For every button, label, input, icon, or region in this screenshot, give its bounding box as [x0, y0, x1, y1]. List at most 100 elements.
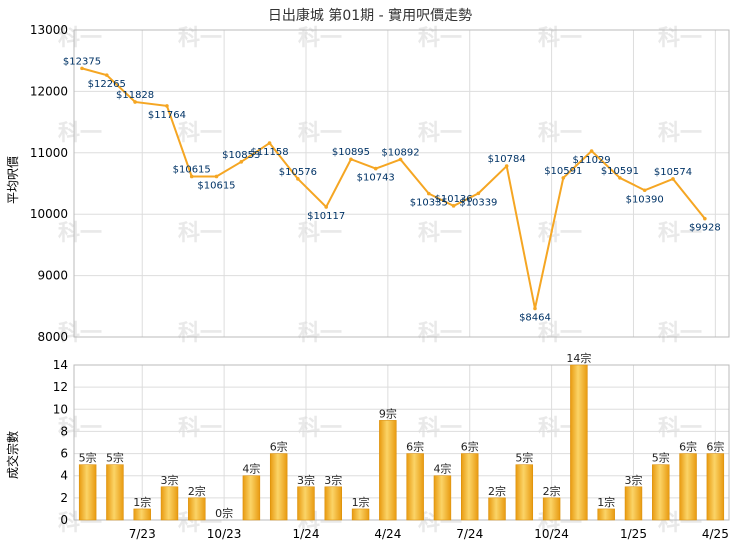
- bar: [133, 508, 151, 521]
- bar: [461, 453, 479, 521]
- bar: [324, 486, 342, 521]
- bar-value-label: 3宗: [324, 473, 342, 487]
- axes: 7/23 10/23 1/24 4/24 7/24 10/24 1/25 4/25 8000 90…: [30, 23, 730, 541]
- price-point-label: $10853: [222, 150, 260, 161]
- line-y-tick-label: 13000: [30, 23, 68, 37]
- x-tick-label: 1/25: [620, 527, 647, 541]
- watermark-text: 科一: [658, 221, 702, 246]
- watermark-text: 科一: [178, 221, 222, 246]
- price-point: [296, 177, 300, 181]
- line-y-tick-label: 8000: [37, 330, 68, 344]
- price-point: [267, 141, 272, 145]
- bar-y-tick-label: 14: [53, 358, 68, 372]
- price-point: [589, 149, 594, 153]
- x-tick-label: 7/24: [456, 527, 483, 541]
- bar-y-tick-label: 12: [53, 380, 68, 394]
- price-point-label: $10784: [488, 154, 526, 165]
- price-point-label: $10591: [544, 166, 582, 177]
- bar-value-label: 6宗: [270, 440, 288, 454]
- line-y-axis-label: 平均呎價: [6, 156, 20, 204]
- watermark-text: 科一: [538, 221, 582, 246]
- price-point: [504, 164, 509, 168]
- price-point: [349, 157, 353, 162]
- price-point-label: $10390: [626, 194, 664, 205]
- bar-plot-frame: [73, 364, 730, 521]
- chart-title: 日出康城 第01期 - 實用呎價走勢: [268, 7, 472, 24]
- price-point: [618, 176, 622, 180]
- price-point-label: $10892: [381, 147, 419, 158]
- price-point: [373, 166, 378, 171]
- bar-series: [78, 364, 725, 521]
- price-point-label: $12265: [88, 79, 126, 90]
- watermark-text: 科一: [298, 221, 342, 246]
- watermark-text: 科一: [418, 221, 462, 246]
- price-point: [703, 216, 707, 221]
- price-point: [533, 306, 537, 311]
- x-tick-label: 7/23: [129, 527, 156, 541]
- bar-value-label: 2宗: [543, 484, 561, 498]
- price-point: [427, 191, 431, 196]
- bar: [706, 453, 725, 521]
- bar-value-label: 5宗: [515, 451, 533, 465]
- price-point-label: $10136: [434, 194, 472, 205]
- line-y-tick-label: 10000: [30, 207, 68, 221]
- bar-value-label: 6宗: [406, 440, 424, 454]
- line-y-tick-label: 11000: [30, 146, 68, 160]
- watermark-text: 科一: [298, 416, 342, 441]
- bar: [242, 475, 261, 521]
- bar-value-label: 2宗: [188, 484, 206, 498]
- bar-value-label: 3宗: [624, 473, 642, 487]
- grid-lines: [74, 29, 729, 521]
- bar-y-tick-label: 8: [60, 424, 68, 438]
- bar-value-label: 2宗: [488, 484, 506, 498]
- watermark-text: 科一: [418, 321, 462, 346]
- x-tick-label: 4/25: [702, 527, 729, 541]
- price-point-label: $12375: [63, 56, 101, 67]
- bar: [624, 486, 643, 521]
- price-line: [81, 67, 706, 309]
- x-tick-label: 1/24: [293, 527, 320, 541]
- bar: [188, 497, 206, 521]
- bar-value-label: 5宗: [652, 451, 670, 465]
- x-tick-label: 10/24: [534, 527, 569, 541]
- price-point: [239, 160, 244, 164]
- price-point-label: $11828: [116, 90, 154, 101]
- watermark-text: 科一: [658, 121, 702, 146]
- watermark-text: 科一: [418, 121, 462, 146]
- bar: [515, 464, 534, 521]
- bar-y-tick-label: 10: [53, 402, 68, 416]
- line-plot-frame: [73, 29, 730, 338]
- watermark-text: 科一: [178, 416, 222, 441]
- bar: [351, 508, 370, 521]
- bar-value-label: 3宗: [297, 473, 315, 487]
- x-tick-label: 10/23: [207, 527, 242, 541]
- bar: [488, 497, 506, 521]
- watermark-text: 科一: [58, 321, 102, 346]
- price-point-label: $10615: [197, 180, 235, 191]
- price-point-label: $10576: [279, 167, 317, 178]
- bar-y-tick-label: 6: [60, 447, 68, 461]
- price-point-label: $10574: [654, 167, 692, 178]
- bar-value-label: 4宗: [433, 462, 451, 476]
- price-point: [189, 174, 194, 179]
- line-series: [80, 66, 707, 311]
- bar: [106, 464, 124, 521]
- bar-value-label: 6宗: [679, 440, 697, 454]
- price-point: [133, 100, 137, 104]
- price-point-label: $10117: [307, 211, 345, 222]
- price-point: [165, 104, 169, 108]
- line-y-tick-label: 9000: [37, 269, 68, 283]
- bar: [269, 453, 288, 521]
- price-point: [80, 66, 84, 71]
- price-point-label: $10895: [332, 147, 370, 158]
- watermark-text: 科一: [658, 416, 702, 441]
- bar-value-label: 0宗: [215, 506, 233, 520]
- price-point: [476, 191, 481, 196]
- price-point: [324, 205, 328, 209]
- price-point: [671, 177, 675, 181]
- bar-value-label: 3宗: [161, 473, 179, 487]
- x-tick-label: 4/24: [374, 527, 401, 541]
- bar-value-label: 6宗: [461, 440, 479, 454]
- bar: [160, 486, 179, 521]
